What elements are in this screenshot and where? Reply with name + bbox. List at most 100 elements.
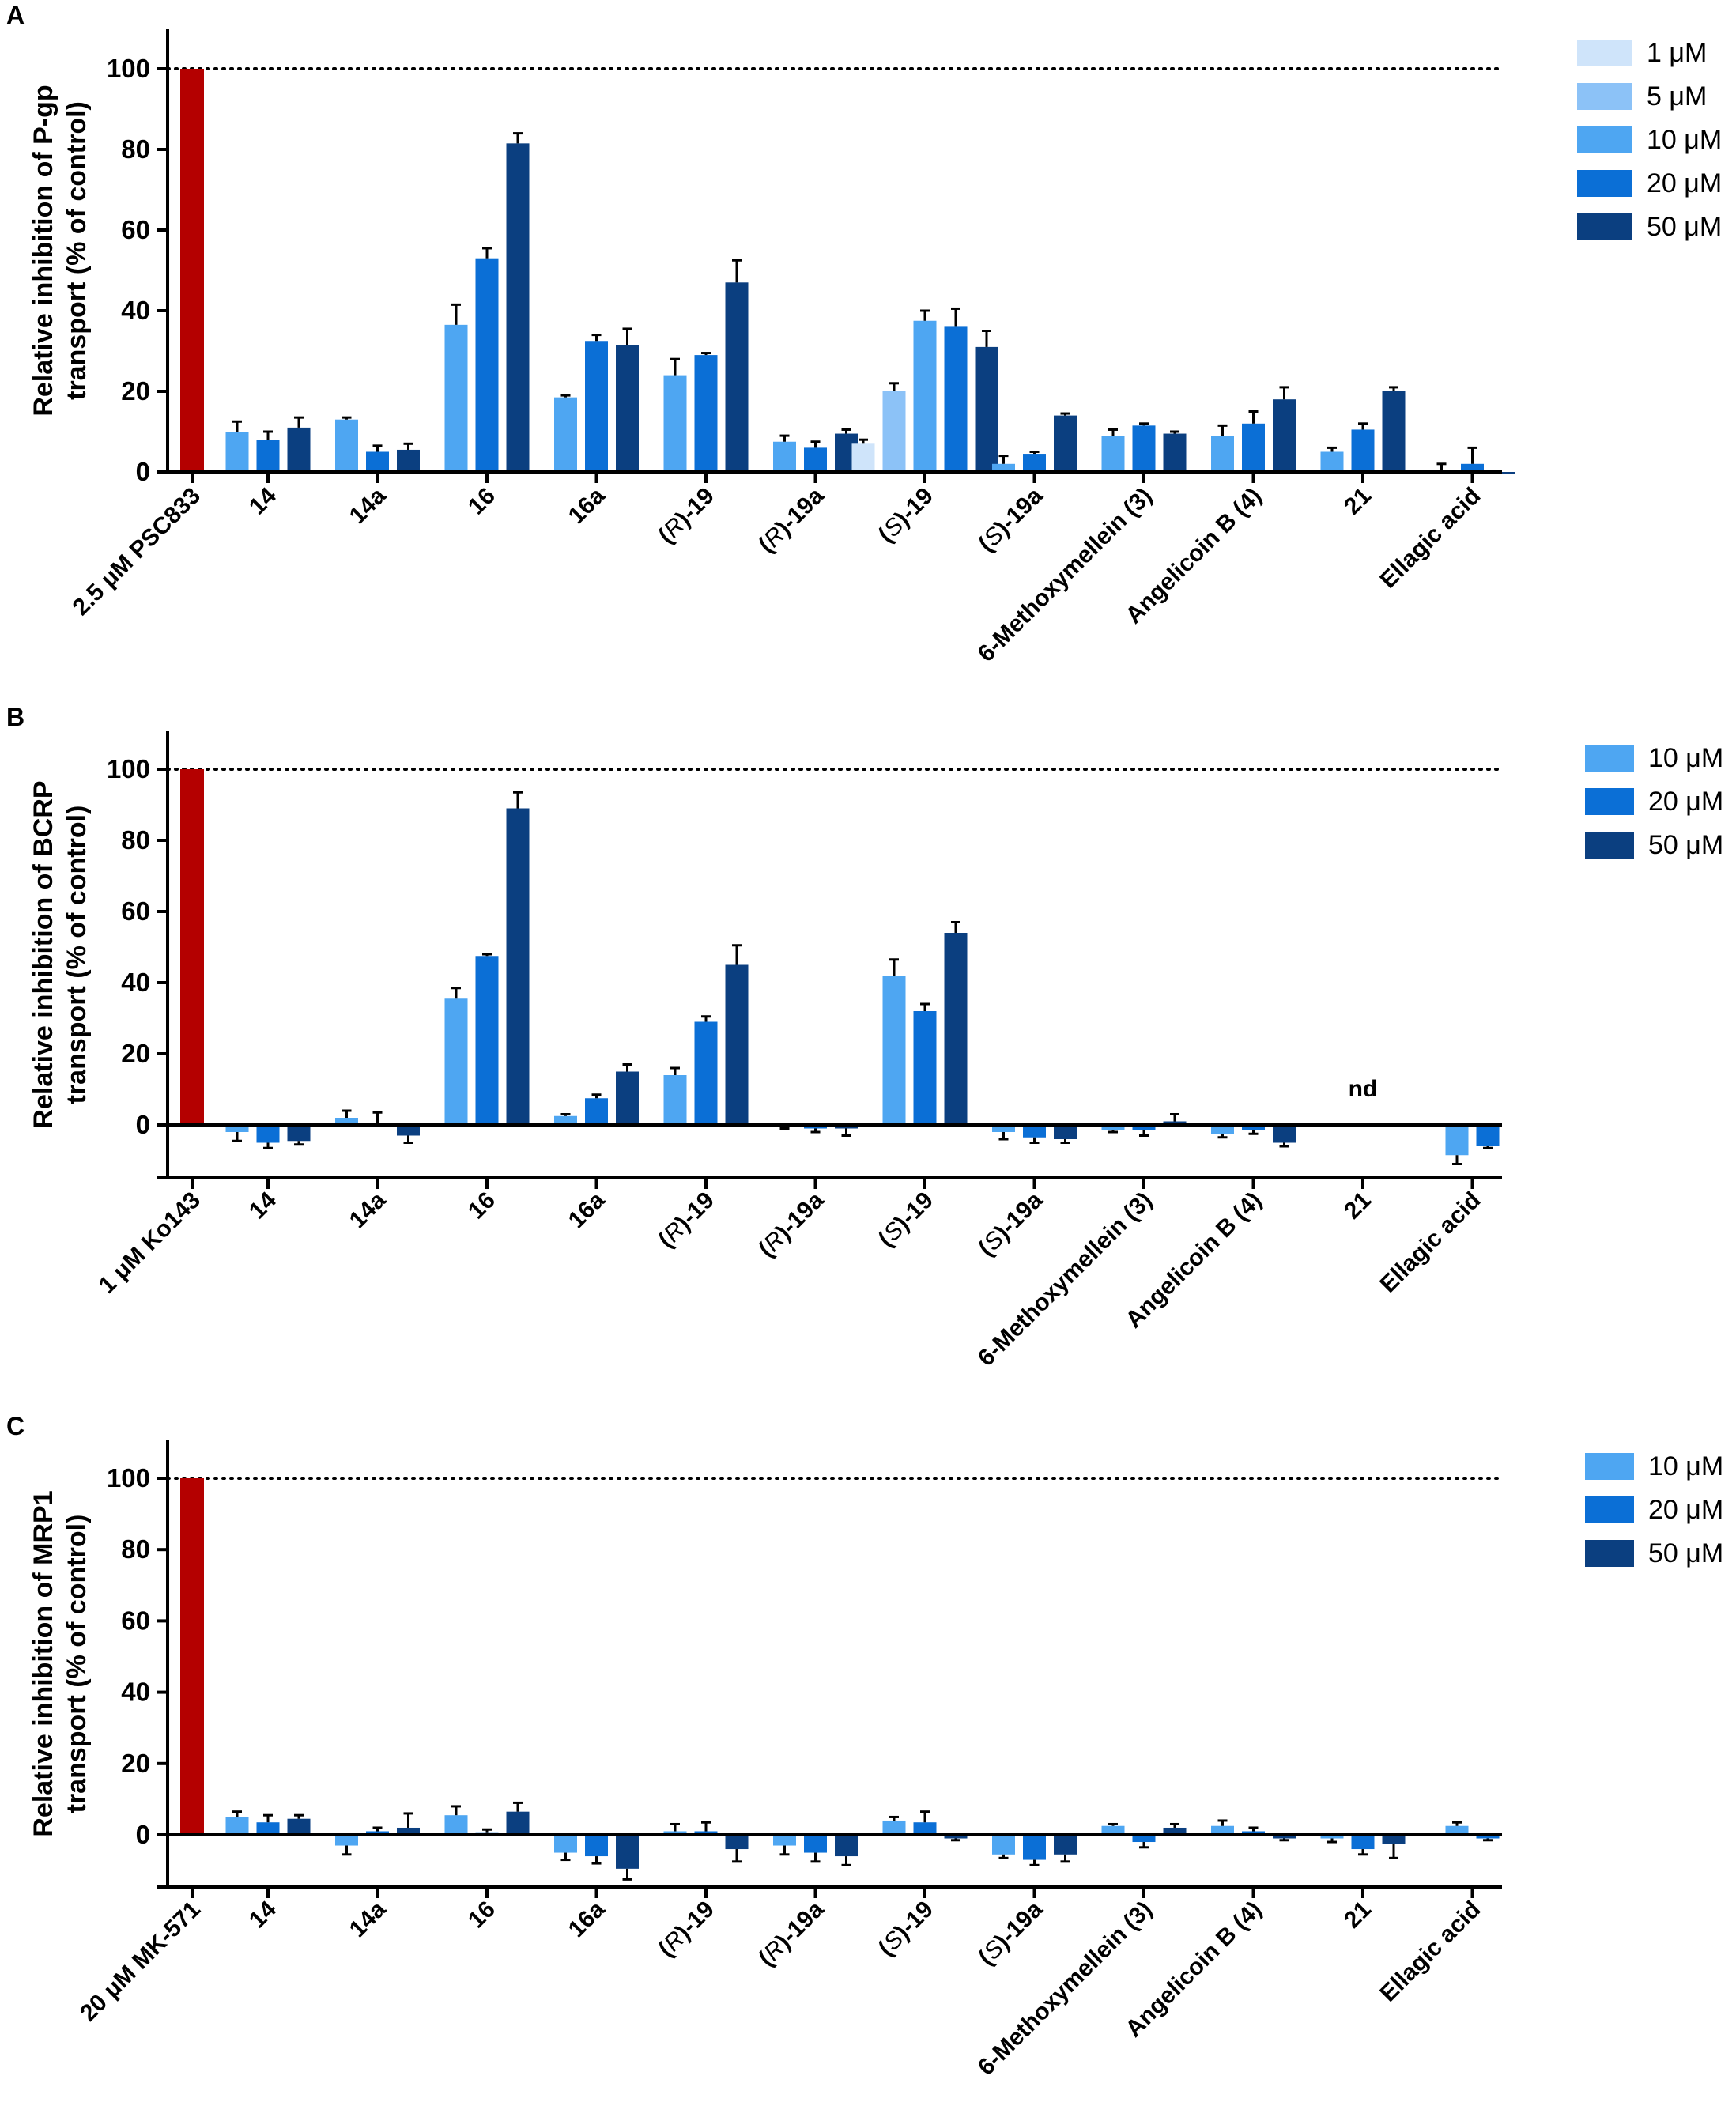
legend-swatch bbox=[1577, 40, 1632, 66]
panel-B: B 0 20 40 60 80 100 Relative inhibition of BCRP… bbox=[6, 703, 1723, 1372]
category-label: (S)-19a bbox=[973, 1896, 1047, 1970]
data-bar bbox=[1163, 433, 1187, 472]
data-bar bbox=[944, 326, 968, 472]
data-bar bbox=[1273, 1125, 1296, 1143]
y-tick-label: 60 bbox=[121, 896, 150, 926]
category-label: 21 bbox=[1339, 483, 1376, 520]
legend-label: 10 μM bbox=[1647, 125, 1722, 155]
data-bar bbox=[335, 1835, 358, 1846]
legend-swatch bbox=[1585, 1540, 1634, 1567]
control-bar bbox=[180, 69, 204, 472]
legend-swatch bbox=[1577, 83, 1632, 110]
y-tick-label: 0 bbox=[136, 1110, 150, 1139]
panel-C: C 0 20 40 60 80 100 Relative inhibition of MRP1… bbox=[6, 1412, 1723, 2081]
legend-label: 1 μM bbox=[1647, 38, 1707, 68]
data-bar bbox=[1492, 472, 1515, 474]
data-bar bbox=[1211, 436, 1234, 472]
data-bar bbox=[506, 143, 530, 472]
data-bar bbox=[1054, 1835, 1077, 1855]
data-bar bbox=[1101, 1125, 1125, 1130]
data-bar bbox=[1211, 1825, 1234, 1835]
data-bar bbox=[616, 1071, 639, 1125]
data-bar bbox=[444, 1815, 468, 1835]
legend-label: 50 μM bbox=[1648, 1538, 1723, 1568]
category-label: 2.5 μM PSC833 bbox=[68, 483, 206, 621]
data-bar bbox=[1211, 1125, 1234, 1134]
control-bar bbox=[180, 769, 204, 1125]
data-bar bbox=[554, 397, 577, 472]
data-bar bbox=[585, 1098, 608, 1125]
data-bar bbox=[1242, 1831, 1265, 1835]
data-bar bbox=[835, 1125, 858, 1129]
data-bar bbox=[663, 1075, 687, 1125]
data-bar bbox=[882, 976, 906, 1125]
data-bar bbox=[1476, 1835, 1500, 1839]
category-label: 20 μM MK-571 bbox=[75, 1896, 206, 2027]
category-label: 16a bbox=[564, 1896, 610, 1942]
annotation-nd: nd bbox=[1349, 1076, 1378, 1102]
data-bar bbox=[663, 375, 687, 472]
data-bar bbox=[1273, 1835, 1296, 1839]
legend-swatch bbox=[1577, 126, 1632, 153]
legend-swatch bbox=[1585, 832, 1634, 859]
data-bar bbox=[975, 346, 998, 472]
data-bar bbox=[1445, 1825, 1469, 1835]
data-bar bbox=[992, 1835, 1015, 1855]
data-bar bbox=[1132, 425, 1156, 472]
data-bar bbox=[773, 1835, 796, 1846]
y-tick-label: 60 bbox=[121, 215, 150, 244]
y-tick-label: 100 bbox=[107, 54, 150, 83]
legend-label: 50 μM bbox=[1648, 830, 1723, 860]
control-bar bbox=[180, 1478, 204, 1835]
data-bar bbox=[585, 341, 608, 472]
legend-label: 10 μM bbox=[1648, 743, 1723, 773]
y-axis-title-line2: transport (% of control) bbox=[62, 101, 92, 400]
y-tick-label: 20 bbox=[121, 1039, 150, 1068]
y-tick-label: 80 bbox=[121, 1534, 150, 1564]
data-bar bbox=[287, 427, 311, 472]
data-bar bbox=[804, 1125, 827, 1129]
category-label: (R)-19 bbox=[653, 1187, 719, 1253]
data-bar bbox=[944, 1835, 968, 1839]
data-bar bbox=[616, 1835, 639, 1869]
category-label: (S)-19 bbox=[874, 483, 938, 548]
data-bar bbox=[725, 282, 749, 472]
data-bar bbox=[225, 1125, 249, 1132]
category-label: (S)-19 bbox=[874, 1187, 938, 1252]
category-label: 14 bbox=[244, 1896, 281, 1933]
data-bar bbox=[225, 432, 249, 472]
data-bar bbox=[1023, 454, 1046, 472]
data-bar bbox=[475, 956, 499, 1125]
category-label: 14a bbox=[345, 482, 391, 529]
category-label: Ellagic acid bbox=[1375, 483, 1485, 594]
data-bar bbox=[366, 1831, 389, 1835]
data-bar bbox=[397, 1125, 420, 1136]
data-bar bbox=[725, 1835, 749, 1850]
legend-swatch bbox=[1585, 788, 1634, 815]
data-bar bbox=[287, 1818, 311, 1835]
category-label: (R)-19a bbox=[753, 1187, 828, 1262]
y-axis-title: Relative inhibition of MRP1 transport (% … bbox=[28, 1490, 92, 1836]
legend-label: 20 μM bbox=[1648, 787, 1723, 817]
panel-letter: B bbox=[6, 703, 25, 731]
data-bar bbox=[256, 1125, 280, 1143]
category-label: 16a bbox=[564, 482, 610, 529]
data-bar bbox=[694, 355, 718, 472]
legend-swatch bbox=[1577, 170, 1632, 197]
data-bar bbox=[944, 933, 968, 1125]
y-tick-label: 80 bbox=[121, 134, 150, 164]
data-bar bbox=[1320, 451, 1344, 472]
data-bar bbox=[835, 1835, 858, 1857]
y-axis-title: Relative inhibition of BCRP transport (% … bbox=[28, 780, 92, 1128]
data-bar bbox=[1445, 1125, 1469, 1156]
y-tick-label: 20 bbox=[121, 1749, 150, 1778]
data-bar bbox=[506, 808, 530, 1125]
y-axis-title-line1: Relative inhibition of BCRP bbox=[28, 780, 58, 1128]
data-bar bbox=[773, 441, 796, 472]
y-axis-title-line2: transport (% of control) bbox=[62, 1515, 92, 1813]
legend-label: 5 μM bbox=[1647, 81, 1707, 111]
data-bar bbox=[1132, 1125, 1156, 1130]
category-label: 16a bbox=[564, 1187, 610, 1233]
category-label: 14 bbox=[244, 482, 281, 519]
